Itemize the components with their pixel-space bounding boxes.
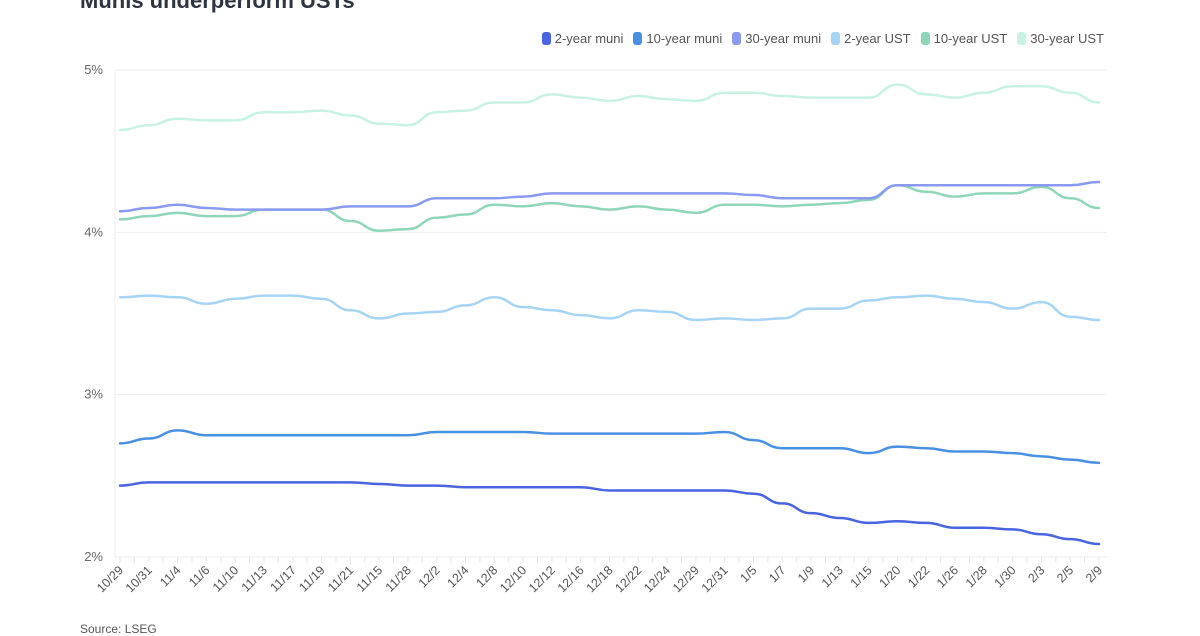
x-tick-label: 1/9 (795, 563, 817, 585)
x-tick-label: 2/9 (1083, 563, 1105, 585)
legend-label: 2-year muni (554, 31, 624, 46)
legend: 2-year muni 10-year muni 30-year muni 2-yea… (541, 31, 1104, 46)
legend-swatch (732, 32, 742, 45)
x-tick-label: 12/18 (584, 563, 616, 595)
x-tick-label: 1/30 (992, 563, 1019, 590)
x-tick-label: 1/13 (819, 563, 846, 590)
x-tick-label: 1/15 (848, 563, 875, 590)
legend-item[interactable]: 2-year muni (541, 31, 624, 46)
x-tick-label: 12/24 (641, 563, 673, 595)
x-tick-label: 2/5 (1054, 563, 1076, 585)
x-tick-label: 2/3 (1025, 563, 1047, 585)
x-tick-label: 11/10 (210, 563, 241, 594)
x-tick-label: 1/28 (963, 563, 990, 590)
chart-title: Munis underperform USTs (80, 0, 355, 13)
x-tick-label: 12/22 (612, 563, 644, 595)
legend-label: 30-year UST (1030, 31, 1104, 46)
y-tick-label: 3% (84, 387, 103, 402)
x-tick-label: 10/29 (94, 563, 126, 595)
x-tick-label: 11/15 (354, 563, 385, 594)
x-tick-label: 1/7 (766, 563, 788, 585)
series-line-30-year-ust (118, 83, 1101, 132)
x-tick-label: 11/13 (239, 563, 270, 594)
series-line-2-year-muni (118, 481, 1101, 546)
x-tick-label: 11/28 (383, 563, 414, 594)
legend-label: 10-year muni (646, 31, 723, 46)
y-tick-label: 4% (84, 224, 103, 239)
legend-item[interactable]: 30-year muni (732, 31, 821, 46)
legend-swatch (633, 32, 643, 45)
x-tick-label: 12/8 (473, 563, 500, 590)
series-line-10-year-muni (118, 429, 1101, 465)
x-tick-label: 12/31 (699, 563, 731, 595)
legend-swatch (920, 32, 930, 45)
x-tick-label: 1/22 (905, 563, 932, 590)
y-tick-label: 5% (84, 62, 103, 77)
x-tick-label: 12/12 (526, 563, 558, 595)
legend-swatch (1017, 32, 1027, 45)
series-line-30-year-muni (118, 180, 1101, 213)
legend-item[interactable]: 2-year UST (831, 31, 911, 46)
x-tick-label: 11/19 (296, 563, 327, 594)
x-tick-label: 12/4 (445, 563, 472, 590)
legend-item[interactable]: 10-year muni (633, 31, 722, 46)
legend-swatch (541, 32, 551, 45)
source-note: Source: LSEG (80, 622, 157, 636)
legend-label: 10-year UST (933, 31, 1008, 46)
legend-item[interactable]: 10-year UST (920, 31, 1008, 46)
series-line-10-year-ust (118, 184, 1101, 232)
legend-label: 2-year UST (844, 31, 911, 46)
x-tick-label: 11/21 (325, 563, 356, 594)
x-tick-label: 11/4 (157, 563, 183, 589)
legend-item[interactable]: 30-year UST (1017, 31, 1104, 46)
x-tick-label: 1/5 (737, 563, 759, 585)
x-tick-label: 11/6 (186, 563, 212, 589)
y-tick-label: 2% (84, 549, 103, 564)
x-tick-label: 1/26 (934, 563, 961, 590)
x-tick-label: 12/2 (416, 563, 443, 590)
legend-label: 30-year muni (745, 31, 822, 46)
series-line-2-year-ust (118, 294, 1101, 322)
x-tick-label: 11/17 (268, 563, 299, 594)
legend-swatch (831, 32, 841, 45)
x-tick-label: 1/20 (876, 563, 903, 590)
x-tick-label: 10/31 (123, 563, 155, 595)
x-tick-label: 12/10 (497, 563, 529, 595)
x-tick-label: 12/16 (555, 563, 587, 595)
x-tick-label: 12/29 (670, 563, 702, 595)
